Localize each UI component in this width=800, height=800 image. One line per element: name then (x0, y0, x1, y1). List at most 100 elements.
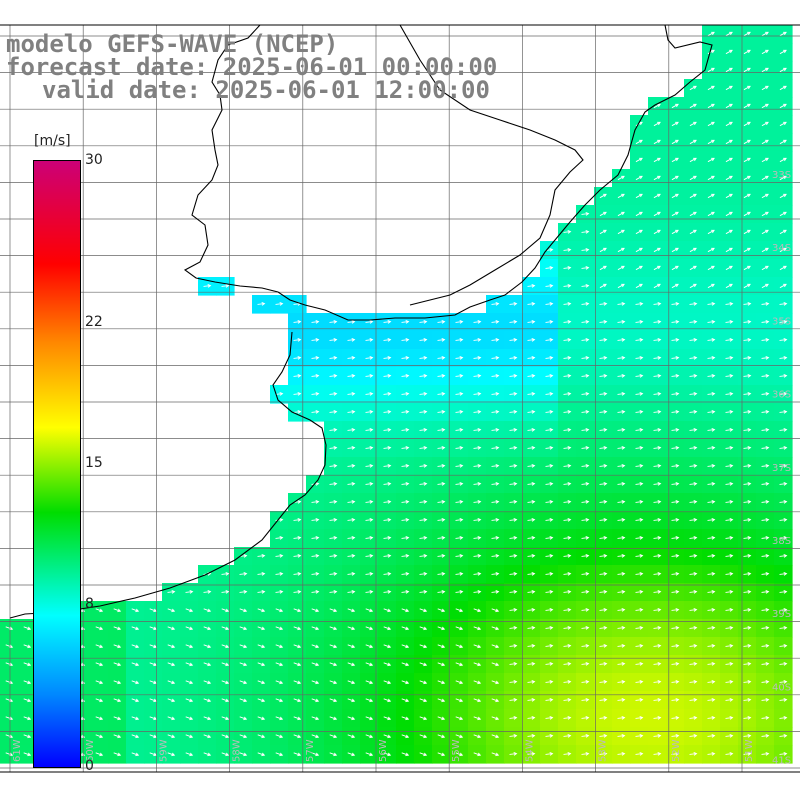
wind-arrow (725, 446, 734, 450)
wind-arrow (617, 626, 626, 630)
wind-arrow (779, 283, 787, 289)
wind-arrow (563, 518, 572, 522)
wind-arrow (293, 518, 302, 522)
wind-arrow (167, 662, 176, 667)
wind-arrow (707, 680, 716, 684)
wind-arrow (563, 698, 572, 702)
wind-arrow (581, 716, 590, 720)
wind-arrow (203, 680, 212, 685)
wind-arrow (707, 392, 716, 396)
wind-arrow (293, 374, 302, 378)
wind-arrow (491, 644, 500, 649)
wind-arrow (635, 734, 644, 738)
wind-arrow (239, 644, 248, 649)
wind-arrow (635, 680, 644, 684)
wind-arrow (761, 554, 770, 558)
wind-arrow (329, 734, 338, 739)
wind-arrow (689, 229, 697, 235)
wind-arrow (347, 338, 356, 342)
wind-arrow (383, 482, 392, 486)
wind-arrow (761, 572, 770, 576)
wind-arrow (293, 752, 302, 757)
wind-arrow (329, 428, 338, 432)
wind-arrow (365, 716, 374, 721)
wind-arrow (617, 374, 626, 378)
wind-arrow (383, 464, 392, 468)
wind-arrow (239, 662, 248, 667)
wind-arrow (653, 752, 662, 756)
wind-arrow (437, 410, 446, 414)
wind-arrow (581, 734, 590, 738)
wind-arrow (617, 410, 626, 414)
wind-arrow (635, 482, 644, 486)
wind-arrow (95, 698, 104, 703)
wind-arrow (509, 608, 518, 612)
wind-arrow (761, 482, 770, 486)
wind-arrow (527, 572, 536, 576)
wind-arrow (491, 698, 500, 703)
wind-arrow (707, 374, 716, 378)
wind-arrow (437, 734, 446, 739)
wind-arrow (419, 554, 428, 558)
wind-arrow (329, 572, 338, 576)
wind-arrow (725, 283, 733, 289)
wind-arrow (545, 590, 554, 594)
wind-arrow (779, 662, 788, 666)
wind-arrow (401, 626, 410, 631)
wind-arrow (635, 572, 644, 576)
buenos-aires-coast (9, 331, 327, 619)
wind-arrow (257, 644, 266, 649)
wind-arrow (671, 662, 680, 666)
wind-arrow (617, 698, 626, 702)
wind-arrow (509, 464, 518, 468)
wind-arrow (311, 644, 320, 649)
wind-arrow (419, 626, 428, 631)
wind-arrow (527, 392, 536, 396)
wind-arrow (725, 644, 734, 648)
wind-arrow (437, 608, 446, 613)
wind-arrow (491, 410, 500, 414)
wind-arrow (401, 716, 410, 721)
wind-arrow (491, 302, 500, 306)
wind-arrow (311, 392, 320, 396)
wind-arrow (203, 644, 212, 649)
wind-arrow (167, 590, 176, 594)
wind-arrow (509, 752, 518, 756)
wind-arrow (365, 626, 374, 631)
wind-arrow (455, 680, 464, 685)
wind-arrow (401, 518, 410, 522)
wind-arrow (581, 482, 590, 486)
wind-arrow (689, 608, 698, 612)
wind-arrow (671, 590, 680, 594)
wind-arrow (671, 229, 679, 235)
wind-arrow (779, 518, 788, 522)
wind-arrow (635, 716, 644, 720)
wind-arrow (689, 302, 698, 306)
wind-arrow (437, 374, 446, 378)
wind-arrow (203, 752, 212, 757)
wind-arrow (671, 193, 679, 199)
wind-arrow (365, 662, 374, 667)
wind-arrow (419, 590, 428, 594)
wind-arrow (95, 734, 104, 739)
wind-arrow (599, 356, 608, 360)
wind-arrow (473, 338, 482, 342)
wind-arrow (581, 302, 590, 306)
wind-arrow (635, 554, 644, 558)
wind-arrow (509, 500, 518, 504)
colorbar-tick-22: 22 (85, 313, 103, 330)
wind-arrow (617, 247, 625, 253)
wind-arrow (635, 320, 644, 324)
wind-arrow (761, 734, 770, 738)
wind-arrow (491, 752, 500, 757)
wind-arrow (311, 608, 320, 613)
wind-arrow (671, 283, 679, 289)
wind-arrow (581, 248, 590, 252)
wind-arrow (743, 410, 752, 414)
wind-arrow (725, 103, 733, 109)
wind-arrow (599, 626, 608, 630)
wind-arrow (545, 608, 554, 612)
wind-arrow (707, 356, 716, 360)
wind-arrow (491, 518, 500, 522)
wind-arrow (671, 247, 679, 253)
